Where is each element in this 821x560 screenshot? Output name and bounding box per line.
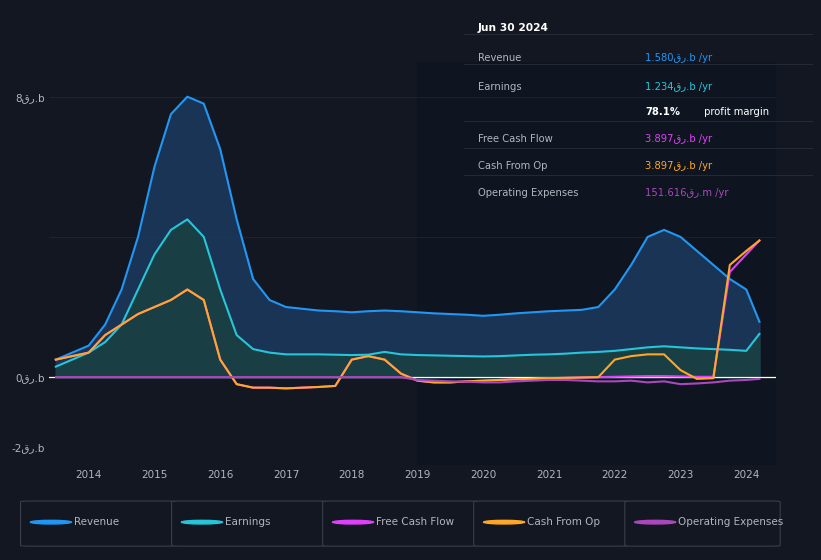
Text: 3.897قر.b /yr: 3.897قر.b /yr: [645, 134, 713, 144]
Circle shape: [30, 520, 71, 524]
Text: profit margin: profit margin: [701, 107, 769, 117]
FancyBboxPatch shape: [172, 501, 327, 546]
Circle shape: [635, 520, 676, 524]
Text: 3.897قر.b /yr: 3.897قر.b /yr: [645, 161, 713, 171]
Circle shape: [333, 520, 374, 524]
Text: Cash From Op: Cash From Op: [478, 161, 548, 171]
Text: 1.234قر.b /yr: 1.234قر.b /yr: [645, 82, 713, 92]
Text: Revenue: Revenue: [74, 517, 119, 527]
Text: Jun 30 2024: Jun 30 2024: [478, 24, 548, 34]
Text: Revenue: Revenue: [478, 53, 521, 63]
Text: Earnings: Earnings: [225, 517, 270, 527]
FancyBboxPatch shape: [21, 501, 176, 546]
Text: Operating Expenses: Operating Expenses: [478, 188, 578, 198]
Text: 78.1%: 78.1%: [645, 107, 681, 117]
Text: Operating Expenses: Operating Expenses: [678, 517, 783, 527]
Text: Cash From Op: Cash From Op: [527, 517, 600, 527]
Text: 1.580قر.b /yr: 1.580قر.b /yr: [645, 53, 713, 63]
Circle shape: [484, 520, 525, 524]
Text: Earnings: Earnings: [478, 82, 521, 92]
FancyBboxPatch shape: [625, 501, 780, 546]
Text: 151.616قر.m /yr: 151.616قر.m /yr: [645, 188, 729, 198]
Bar: [418, 62, 779, 465]
Circle shape: [181, 520, 222, 524]
Text: Free Cash Flow: Free Cash Flow: [376, 517, 454, 527]
FancyBboxPatch shape: [323, 501, 478, 546]
FancyBboxPatch shape: [474, 501, 629, 546]
Text: Free Cash Flow: Free Cash Flow: [478, 134, 553, 144]
